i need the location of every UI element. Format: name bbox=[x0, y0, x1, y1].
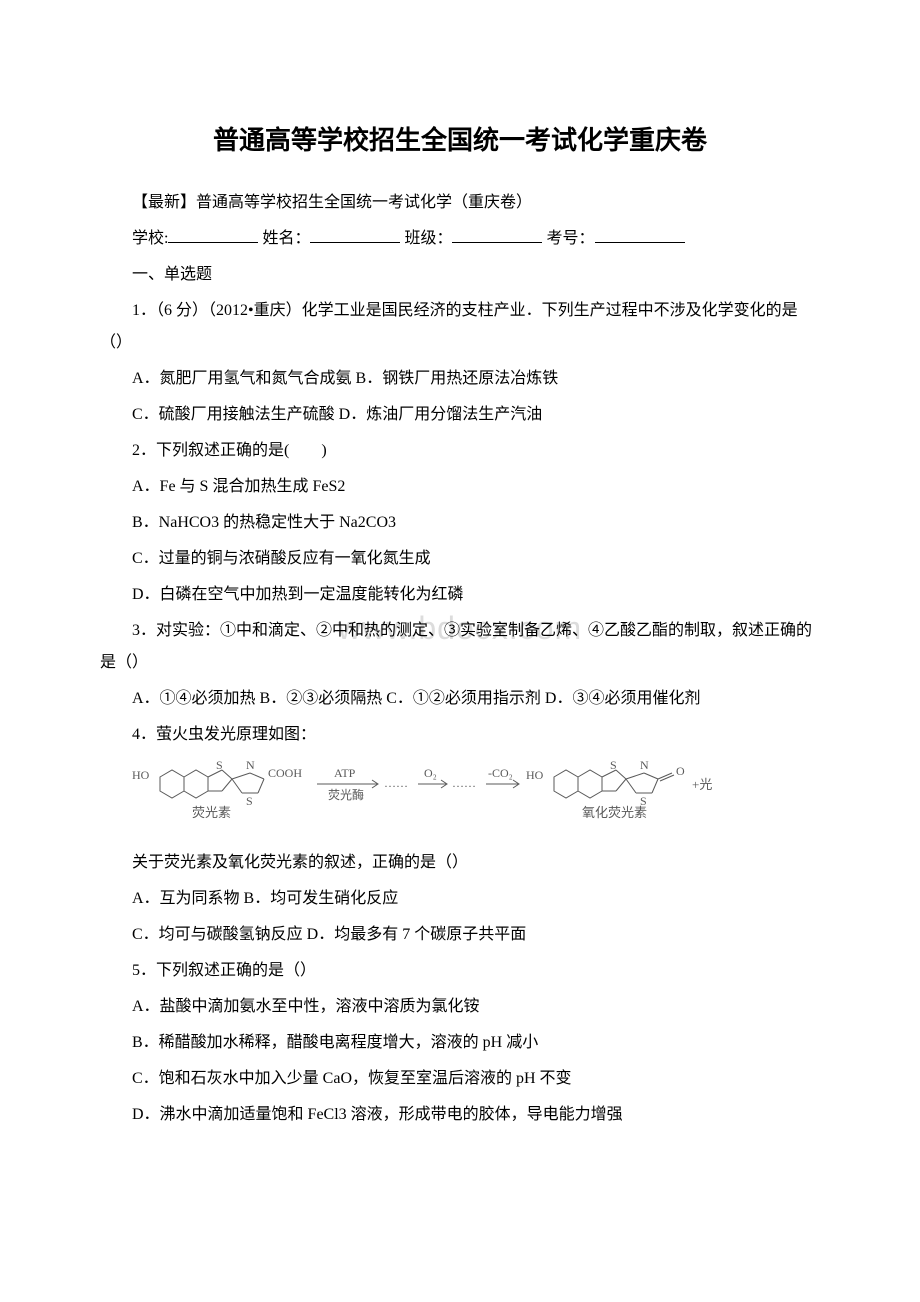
fig-s2: S bbox=[246, 794, 253, 808]
q2-opt-d: D．白磷在空气中加热到一定温度能转化为红磷 bbox=[100, 579, 820, 611]
class-blank bbox=[452, 226, 542, 243]
form-line: 学校: 姓名： 班级： 考号： bbox=[100, 223, 820, 255]
q4-stem: 4．萤火虫发光原理如图： bbox=[100, 719, 820, 751]
q5-opt-a: A．盐酸中滴加氨水至中性，溶液中溶质为氯化铵 bbox=[100, 991, 820, 1023]
q4-opt-a: A．互为同系物 B．均可发生硝化反应 bbox=[100, 883, 820, 915]
number-label: 考号： bbox=[546, 230, 594, 247]
q4-post: 关于荧光素及氧化荧光素的叙述，正确的是（） bbox=[100, 847, 820, 879]
section-heading: 一、单选题 bbox=[100, 259, 820, 291]
fig-mid4: -CO₂ bbox=[488, 766, 513, 780]
page-title: 普通高等学校招生全国统一考试化学重庆卷 bbox=[100, 120, 820, 157]
q5-stem: 5．下列叙述正确的是（） bbox=[100, 955, 820, 987]
fig-ho-left: HO bbox=[132, 768, 150, 782]
fig-s1: S bbox=[216, 759, 223, 772]
fig-n1: N bbox=[246, 759, 255, 772]
q1-stem: 1．（6 分）（2012•重庆）化学工业是国民经济的支柱产业．下列生产过程中不涉… bbox=[100, 295, 820, 359]
q3-opts: A．①④必须加热 B．②③必须隔热 C．①②必须用指示剂 D．③④必须用催化剂 bbox=[100, 683, 820, 715]
number-blank bbox=[595, 226, 685, 243]
q2-opt-c: C．过量的铜与浓硝酸反应有一氧化氮生成 bbox=[100, 543, 820, 575]
q3-stem: 3．对实验：①中和滴定、②中和热的测定、③实验室制备乙烯、④乙酸乙酯的制取，叙述… bbox=[100, 615, 820, 679]
fig-mid1: …… bbox=[384, 776, 408, 790]
q1-opt-c: C．硫酸厂用接触法生产硫酸 D．炼油厂用分馏法生产汽油 bbox=[100, 399, 820, 431]
fig-left-label: 荧光素 bbox=[192, 805, 231, 820]
fig-arrow1-top: ATP bbox=[334, 766, 356, 780]
q4-figure: HO S N bbox=[132, 759, 820, 839]
name-blank bbox=[310, 226, 400, 243]
fig-arrow1-bottom: 荧光酶 bbox=[328, 787, 364, 802]
q2-opt-a: A．Fe 与 S 混合加热生成 FeS2 bbox=[100, 471, 820, 503]
subtitle: 【最新】普通高等学校招生全国统一考试化学（重庆卷） bbox=[100, 187, 820, 219]
name-label: 姓名： bbox=[262, 230, 310, 247]
q2-stem: 2．下列叙述正确的是( ) bbox=[100, 435, 820, 467]
q2-opt-b: B．NaHCO3 的热稳定性大于 Na2CO3 bbox=[100, 507, 820, 539]
q1-opt-a: A．氮肥厂用氢气和氮气合成氨 B．钢铁厂用热还原法冶炼铁 bbox=[100, 363, 820, 395]
fig-s3: S bbox=[610, 759, 617, 772]
fig-suffix: +光 bbox=[692, 777, 712, 792]
q5-opt-b: B．稀醋酸加水稀释，醋酸电离程度增大，溶液的 pH 减小 bbox=[100, 1027, 820, 1059]
school-blank bbox=[168, 226, 258, 243]
class-label: 班级： bbox=[404, 230, 452, 247]
school-label: 学校: bbox=[132, 230, 168, 247]
q5-opt-c: C．饱和石灰水中加入少量 CaO，恢复至室温后溶液的 pH 不变 bbox=[100, 1063, 820, 1095]
fig-ho-right: HO bbox=[526, 768, 544, 782]
fig-mid3: …… bbox=[452, 776, 476, 790]
fig-cooh: COOH bbox=[268, 766, 302, 780]
fig-right-label: 氧化荧光素 bbox=[582, 805, 647, 820]
fig-n2: N bbox=[640, 759, 649, 772]
fig-o: O bbox=[676, 764, 685, 778]
fig-mid2: O₂ bbox=[424, 766, 437, 780]
q4-opt-c: C．均可与碳酸氢钠反应 D．均最多有 7 个碳原子共平面 bbox=[100, 919, 820, 951]
q5-opt-d: D．沸水中滴加适量饱和 FeCl3 溶液，形成带电的胶体，导电能力增强 bbox=[100, 1099, 820, 1131]
